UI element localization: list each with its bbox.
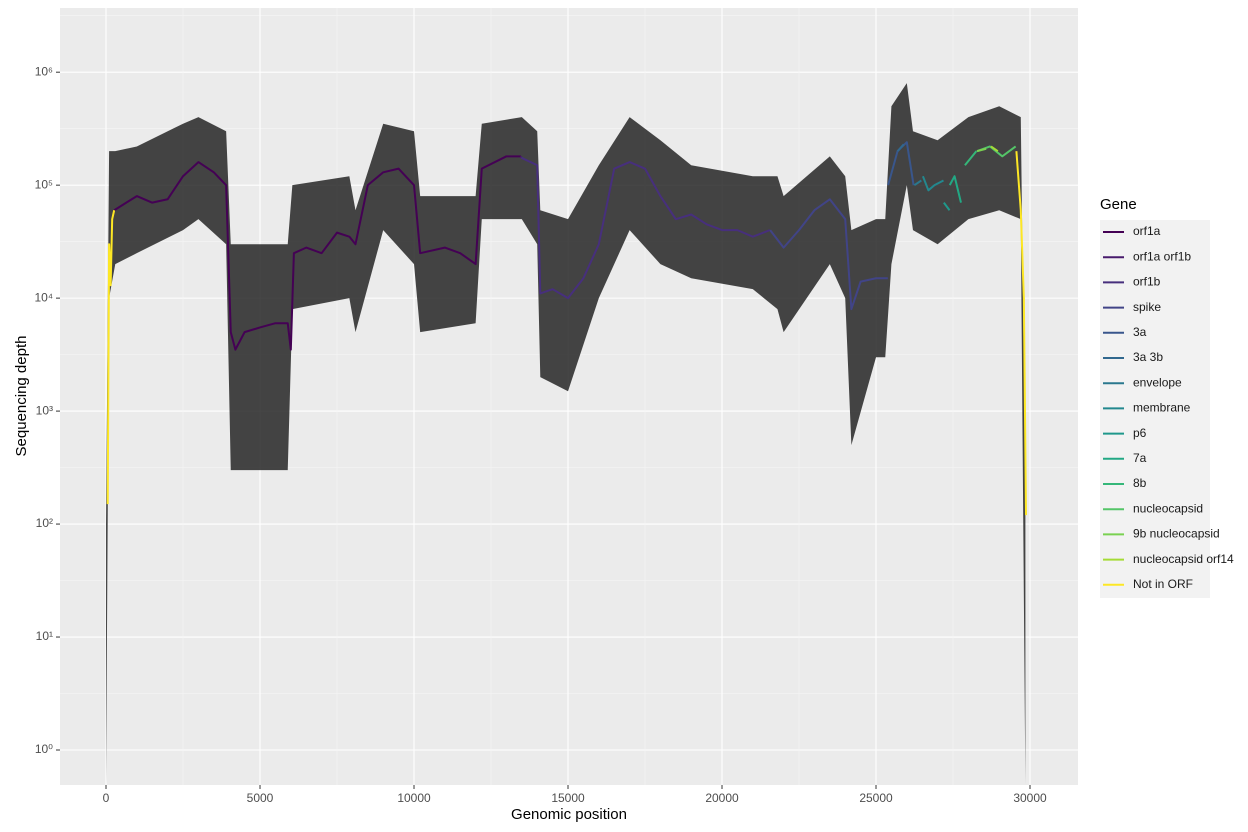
legend-label: envelope — [1133, 375, 1182, 389]
x-tick-label: 25000 — [859, 791, 893, 805]
legend-label: nucleocapsid orf14 — [1133, 552, 1234, 566]
y-tick-label: 10⁵ — [35, 177, 53, 191]
x-tick-label: 5000 — [247, 791, 274, 805]
legend-label: 3a — [1133, 325, 1147, 339]
x-tick-label: 30000 — [1013, 791, 1047, 805]
legend-label: Not in ORF — [1133, 577, 1193, 591]
legend-label: orf1b — [1133, 275, 1161, 289]
legend: Gene orf1a orf1a orf1b orf1b spike 3a 3a 3b en… — [1100, 196, 1234, 598]
x-tick-label: 20000 — [705, 791, 739, 805]
y-tick-label: 10² — [36, 516, 53, 530]
legend-label: membrane — [1133, 401, 1191, 415]
legend-label: 9b nucleocapsid — [1133, 527, 1220, 541]
y-tick-label: 10⁴ — [34, 290, 53, 304]
y-axis-title: Sequencing depth — [13, 336, 30, 457]
legend-label: orf1a — [1133, 224, 1161, 238]
legend-label: 7a — [1133, 451, 1147, 465]
x-tick-label: 0 — [103, 791, 110, 805]
legend-label: orf1a orf1b — [1133, 249, 1191, 263]
y-tick-label: 10³ — [36, 403, 53, 417]
legend-label: 3a 3b — [1133, 350, 1163, 364]
legend-label: p6 — [1133, 426, 1147, 440]
legend-label: spike — [1133, 300, 1161, 314]
y-tick-label: 10¹ — [36, 629, 53, 643]
legend-title: Gene — [1100, 196, 1137, 213]
x-axis-title: Genomic position — [511, 806, 627, 823]
x-tick-label: 15000 — [551, 791, 585, 805]
y-tick-label: 10⁰ — [35, 742, 53, 756]
x-tick-label: 10000 — [397, 791, 431, 805]
legend-label: 8b — [1133, 476, 1147, 490]
y-tick-label: 10⁶ — [35, 64, 53, 78]
legend-label: nucleocapsid — [1133, 501, 1203, 515]
